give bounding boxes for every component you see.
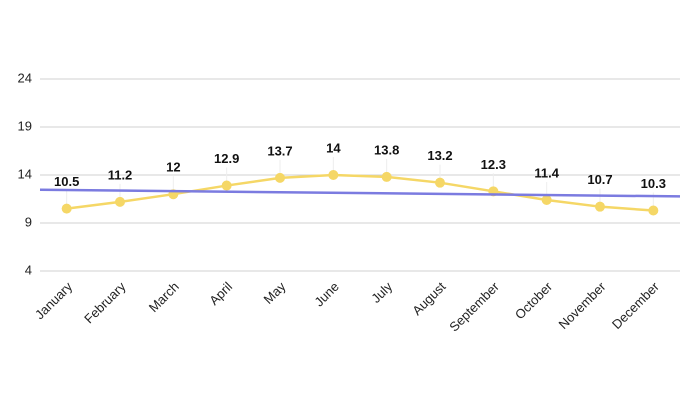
data-point	[435, 177, 445, 188]
data-point	[115, 196, 125, 207]
x-tick-label: April	[206, 279, 235, 308]
data-point	[541, 194, 552, 205]
y-tick-label: 24	[18, 70, 32, 85]
data-point	[381, 171, 392, 182]
data-line	[66, 173, 654, 212]
y-tick-label: 14	[18, 166, 32, 181]
x-tick-label: June	[311, 279, 342, 310]
x-tick-label: January	[32, 279, 76, 323]
value-label: 13.2	[427, 148, 452, 163]
x-tick-label: October	[512, 278, 556, 322]
x-tick-label: March	[146, 279, 182, 315]
value-label: 13.7	[267, 143, 292, 158]
value-label: 14	[326, 140, 341, 155]
data-point	[61, 203, 72, 214]
y-tick-label: 9	[25, 214, 32, 229]
value-label: 13.8	[374, 142, 399, 157]
value-label: 10.5	[54, 174, 79, 189]
value-label: 12.3	[481, 157, 506, 172]
x-tick-label: December	[609, 278, 662, 331]
y-tick-label: 19	[18, 118, 32, 133]
x-tick-label: May	[261, 279, 289, 307]
x-tick-label: August	[409, 279, 448, 318]
value-label: 10.3	[641, 176, 666, 191]
value-label: 11.2	[108, 167, 133, 182]
data-point	[221, 180, 232, 191]
data-point	[595, 201, 605, 212]
x-tick-label: February	[81, 279, 129, 327]
y-tick-label: 4	[25, 262, 32, 277]
x-tick-label: July	[368, 279, 395, 306]
data-point	[328, 170, 339, 180]
value-label: 12.9	[214, 151, 239, 166]
x-tick-label: November	[556, 278, 609, 331]
value-label: 10.7	[587, 172, 612, 187]
data-point	[648, 205, 659, 216]
data-point	[275, 172, 285, 183]
trend-line	[39, 188, 681, 198]
x-tick-label: September	[446, 278, 502, 334]
value-label: 12	[166, 160, 180, 175]
value-label: 11.4	[534, 165, 559, 180]
